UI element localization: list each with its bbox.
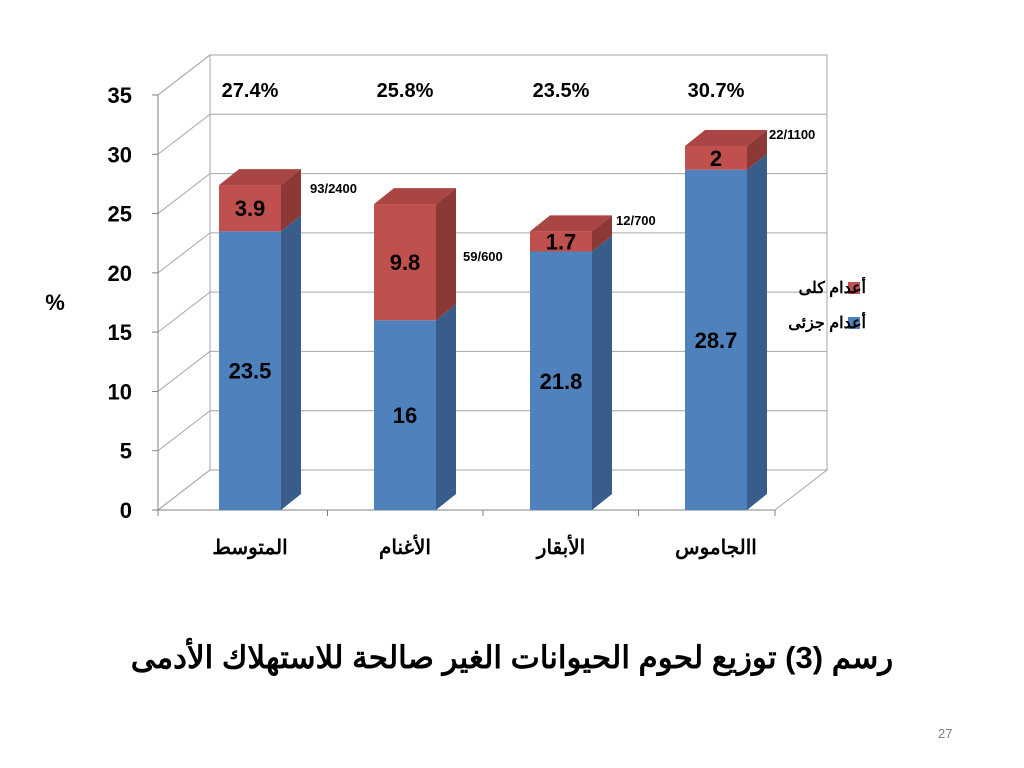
bar-segment-front <box>374 320 436 510</box>
gridlines <box>157 54 827 452</box>
legend-swatch <box>848 317 860 329</box>
x-category-label: الأغنام <box>379 534 431 560</box>
bar-segment-front <box>685 169 747 510</box>
side-wall <box>157 53 211 512</box>
total-percent-label: 27.4% <box>222 80 279 102</box>
segment-value-label: 2 <box>710 146 722 171</box>
y-tick-label: 15 <box>108 320 132 345</box>
y-tick-label: 20 <box>108 261 132 286</box>
x-category-label: االجاموس <box>675 537 757 560</box>
ratio-label: 12/700 <box>616 213 656 228</box>
bar-segment-side <box>747 129 767 170</box>
y-tick-label: 25 <box>108 202 132 227</box>
bar-segment-side <box>436 304 456 510</box>
bars <box>219 129 767 510</box>
page-number: 27 <box>938 726 953 741</box>
ratio-label: 59/600 <box>463 249 503 264</box>
legend-swatch <box>848 282 860 294</box>
bar-segment-side <box>281 169 301 232</box>
bar-segment-front <box>530 231 592 252</box>
x-category-label: المتوسط <box>212 537 287 560</box>
bar-segment-top <box>685 129 767 146</box>
bar-segment-side <box>592 215 612 252</box>
stacked-bar-chart: 0 5 10 15 20 25 30 35% المتوسط الأغنام الأبقار االج… <box>45 53 866 560</box>
gridline <box>157 410 827 452</box>
segment-value-label: 23.5 <box>229 359 272 384</box>
segment-value-label: 9.8 <box>390 250 421 275</box>
ratio-label: 93/2400 <box>310 181 357 196</box>
legend: أعدام كلى أعدام جزئى <box>788 276 866 333</box>
bar-segment-front <box>530 251 592 510</box>
bar-segment-front <box>219 185 281 232</box>
y-tick-label: 30 <box>108 142 132 167</box>
gridline <box>157 232 827 274</box>
bar-segment-top <box>374 188 456 205</box>
segment-value-label: 21.8 <box>540 369 583 394</box>
gridline <box>157 54 827 96</box>
total-percent-label: 23.5% <box>533 80 590 102</box>
axes: 0 5 10 15 20 25 30 35% المتوسط الأغنام الأبقار االج… <box>45 83 776 560</box>
bar-segment-side <box>747 153 767 510</box>
segment-value-label: 16 <box>393 403 417 428</box>
y-tick-label: 35 <box>108 83 132 108</box>
bar-segment-top <box>530 215 612 232</box>
y-tick-label: 0 <box>120 498 132 523</box>
x-category-label: الأبقار <box>535 534 585 560</box>
figure-caption: رسم (3) توزيع لحوم الحيوانات الغير صالحة… <box>130 640 894 675</box>
bar-segment-side <box>281 215 301 510</box>
segment-value-label: 28.7 <box>695 328 738 353</box>
gridline <box>157 173 827 214</box>
legend-label: أعدام كلى <box>799 276 866 298</box>
data-labels: 23.5 3.9 16 9.8 21.8 1.7 28.7 2 27.4% 25.8% 23.5% 3… <box>222 80 816 428</box>
total-percent-label: 25.8% <box>377 80 434 102</box>
bar-segment-front <box>374 204 436 321</box>
bar-segment-front <box>685 145 747 170</box>
ratio-label: 22/1100 <box>769 127 815 142</box>
y-axis-label: % <box>45 290 65 315</box>
gridline <box>157 113 827 155</box>
segment-value-label: 3.9 <box>235 196 266 221</box>
bar-segment-front <box>219 231 281 510</box>
gridline <box>157 350 827 392</box>
bar-segment-side <box>592 235 612 510</box>
legend-label: أعدام جزئى <box>788 311 866 333</box>
y-tick-label: 10 <box>108 379 132 404</box>
total-percent-label: 30.7% <box>688 80 745 102</box>
bar-segment-side <box>436 188 456 321</box>
bar-segment-top <box>219 169 301 186</box>
y-tick-label: 5 <box>120 439 132 464</box>
segment-value-label: 1.7 <box>546 229 577 254</box>
gridline <box>157 291 827 333</box>
